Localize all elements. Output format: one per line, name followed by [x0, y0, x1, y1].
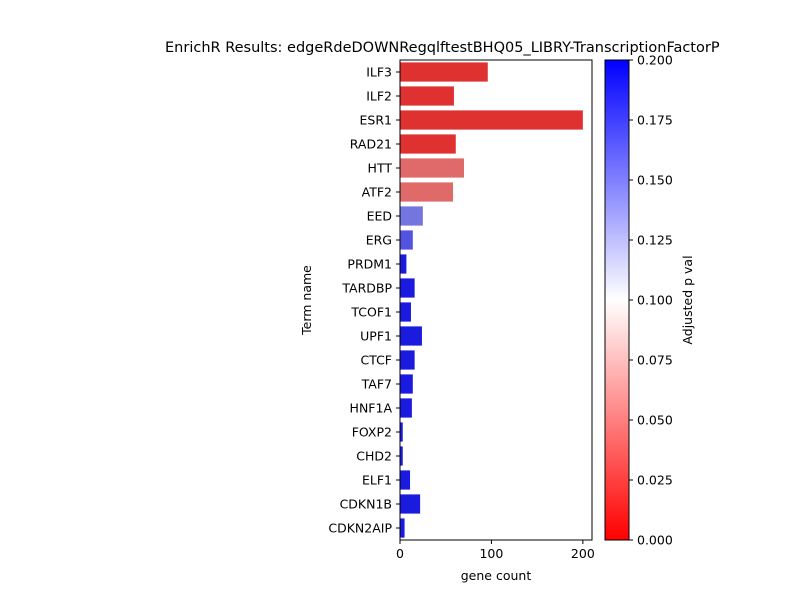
bar-ctcf [400, 350, 415, 370]
bar-atf2 [400, 182, 454, 202]
y-tick-label: TCOF1 [350, 305, 392, 320]
y-tick-label: ERG [366, 233, 392, 248]
y-tick-label: TAF7 [361, 377, 392, 392]
y-tick-label: FOXP2 [352, 425, 392, 440]
bar-erg [400, 230, 413, 250]
y-tick-label: ILF3 [366, 65, 392, 80]
plot-frame [399, 59, 593, 541]
y-tick-label: CDKN2AIP [328, 521, 392, 536]
y-axis-label: Term name [299, 265, 314, 336]
y-tick-label: CDKN1B [340, 497, 392, 512]
y-tick-label: ILF2 [366, 89, 392, 104]
colorbar-tick-label: 0.050 [637, 413, 673, 428]
bar-tcof1 [400, 302, 411, 322]
colorbar-tick-label: 0.175 [637, 113, 673, 128]
bar-elf1 [400, 470, 411, 490]
colorbar-tick-label: 0.150 [637, 173, 673, 188]
y-tick-label: PRDM1 [347, 257, 392, 272]
y-tick-group: ILF3 ILF2 ESR1 RAD21 HTT ATF2 EED ERG PRDM1 TARDB… [328, 65, 400, 536]
bar-ilf2 [400, 86, 454, 106]
y-tick-label: CHD2 [356, 449, 392, 464]
bar-foxp2 [400, 422, 403, 442]
bar-cdkn2aip [400, 518, 405, 538]
colorbar-tick-label: 0.025 [637, 473, 673, 488]
colorbar-tick-label: 0.200 [637, 53, 673, 68]
bar-prdm1 [400, 254, 407, 274]
bar-eed [400, 206, 423, 226]
colorbar-tick-label: 0.100 [637, 293, 673, 308]
x-tick-label: 0 [396, 546, 404, 561]
y-tick-label: UPF1 [360, 329, 392, 344]
y-tick-label: HTT [368, 161, 393, 176]
colorbar-tick-group: 0.000 0.025 0.050 0.075 0.100 0.125 0.150 0.175… [629, 53, 673, 548]
bars-group [400, 62, 583, 538]
x-tick-group: 0 100 200 [396, 540, 595, 561]
bar-upf1 [400, 326, 422, 346]
y-tick-label: TARDBP [341, 281, 392, 296]
bar-tardbp [400, 278, 415, 298]
y-tick-label: ESR1 [360, 113, 392, 128]
y-tick-label: EED [367, 209, 392, 224]
y-tick-label: RAD21 [350, 137, 392, 152]
y-tick-label: CTCF [360, 353, 392, 368]
bar-htt [400, 158, 464, 178]
bar-hnf1a [400, 398, 412, 418]
x-tick-label: 100 [479, 546, 503, 561]
colorbar-tick-label: 0.000 [637, 533, 673, 548]
bar-taf7 [400, 374, 413, 394]
colorbar-tick-label: 0.075 [637, 353, 673, 368]
bar-esr1 [400, 110, 583, 130]
bar-cdkn1b [400, 494, 421, 514]
colorbar-tick-label: 0.125 [637, 233, 673, 248]
colorbar-label: Adjusted p val [680, 255, 695, 344]
x-axis-label: gene count [461, 568, 532, 583]
y-tick-label: HNF1A [350, 401, 393, 416]
chart-title: EnrichR Results: edgeRdeDOWNRegqlftestBH… [165, 40, 720, 56]
y-tick-label: ATF2 [362, 185, 392, 200]
bar-ilf3 [400, 62, 488, 82]
colorbar [604, 59, 630, 541]
y-tick-label: ELF1 [362, 473, 392, 488]
bar-chd2 [400, 446, 403, 466]
bar-rad21 [400, 134, 456, 154]
x-tick-label: 200 [571, 546, 595, 561]
